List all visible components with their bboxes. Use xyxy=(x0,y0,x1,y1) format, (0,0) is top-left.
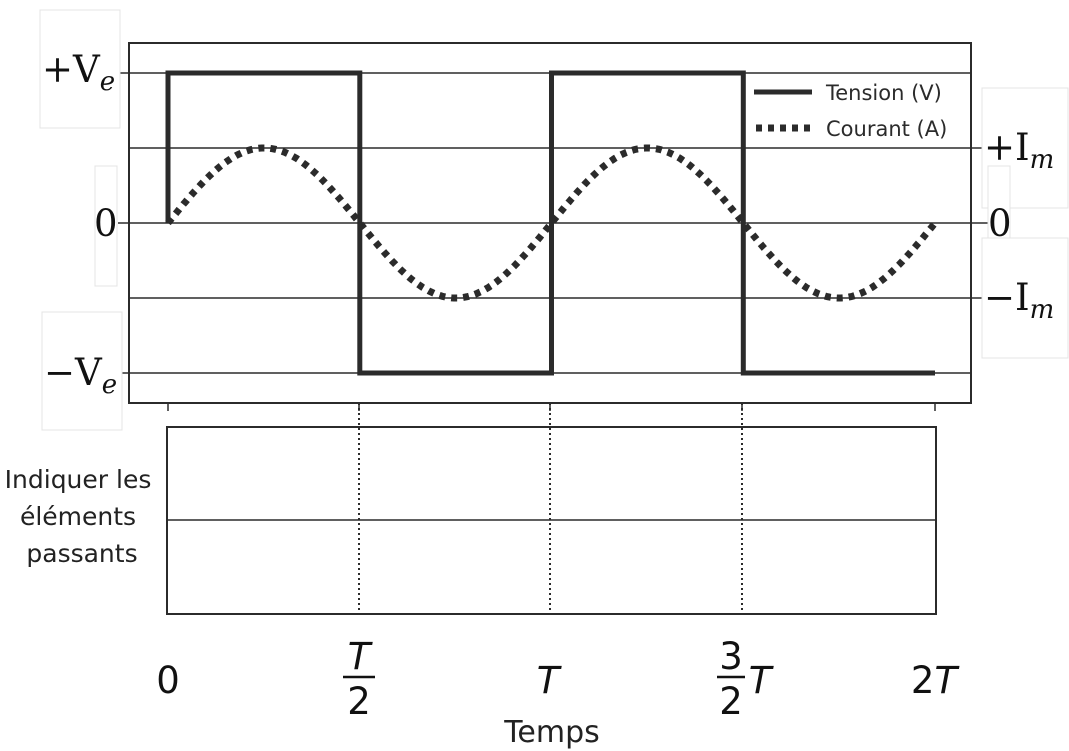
svg-text:T: T xyxy=(348,635,373,678)
x-tick-label-half: T 2 xyxy=(343,635,375,723)
x-tick-label-3half: 3 2 T xyxy=(717,635,774,723)
svg-text:T: T xyxy=(749,659,774,702)
y-label-minus-Im: −Im xyxy=(984,276,1054,325)
legend-label-courant: Courant (A) xyxy=(826,117,947,141)
label-box-minus-Im xyxy=(981,237,1069,359)
y-label-zero-right: 0 xyxy=(988,202,1012,245)
x-axis-title: Temps xyxy=(503,715,600,750)
y-label-plus-Ve: +Ve xyxy=(42,48,115,97)
x-tick-marks xyxy=(167,403,936,411)
label-box-minus-Ve xyxy=(41,311,123,431)
x-tick-label-2T: 2T xyxy=(911,659,960,702)
label-box-zero-left xyxy=(94,165,118,287)
series-courant-line xyxy=(165,144,938,302)
y-label-minus-Ve: −Ve xyxy=(44,351,117,400)
x-tick-label-T: T xyxy=(537,659,562,702)
legend: Tension (V) Courant (A) xyxy=(754,81,947,141)
legend-label-tension: Tension (V) xyxy=(825,81,942,105)
lower-panel-label: Indiquer les éléments passants xyxy=(5,465,160,568)
y-label-zero-left: 0 xyxy=(94,202,118,245)
svg-text:2: 2 xyxy=(347,680,371,723)
series-tension-line xyxy=(165,70,935,376)
label-box-plus-Ve xyxy=(39,9,121,129)
svg-text:3: 3 xyxy=(719,635,743,678)
svg-text:2: 2 xyxy=(719,680,743,723)
y-label-plus-Im: +Im xyxy=(984,126,1054,175)
x-tick-label-0: 0 xyxy=(156,659,180,702)
